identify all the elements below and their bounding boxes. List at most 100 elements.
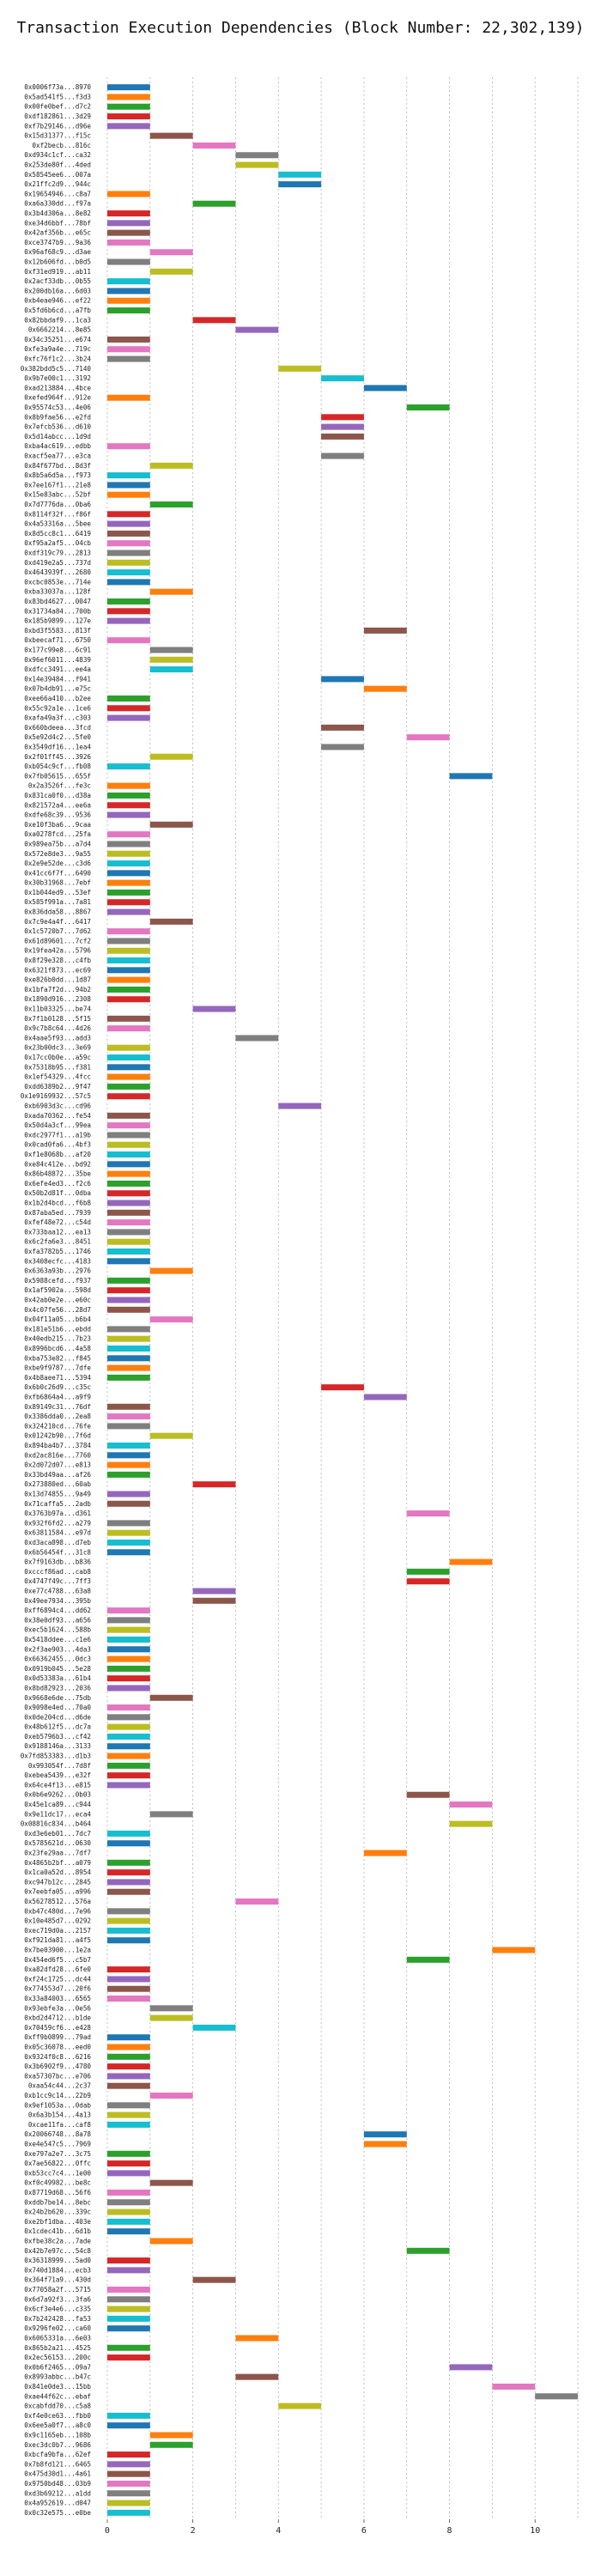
tx-label: 0xd3e6eb01...7dc7 (24, 1830, 91, 1838)
tx-label: 0xa57307bc...e706 (24, 2072, 91, 2080)
task-bar (106, 1753, 150, 1759)
tx-label: 0xb53cc7c4...1e00 (24, 2169, 91, 2177)
task-bar (106, 1073, 150, 1080)
tx-label: 0x71caffa5...2adb (24, 1500, 91, 1508)
task-bar (106, 1996, 150, 2002)
tx-label: 0x9ef1053a...0dab (24, 2101, 91, 2109)
task-bar (106, 1161, 150, 1168)
tx-label: 0xec3dc0b7...9686 (24, 2441, 91, 2449)
tx-label: 0x33bd49aa...af26 (24, 1471, 91, 1479)
task-bar (278, 1103, 322, 1109)
tx-label: 0x585f991a...7a81 (24, 898, 91, 906)
tx-label: 0x86b48872...35be (24, 1170, 91, 1178)
tx-label: 0x70459cf6...e428 (24, 2024, 91, 2032)
tx-label: 0x9324f0c8...6216 (24, 2053, 91, 2061)
task-bar (192, 1005, 236, 1012)
task-bar (106, 947, 150, 954)
task-bar (106, 2160, 150, 2167)
task-bar (106, 1297, 150, 1303)
tx-label: 0xf7b29146...d96e (24, 122, 91, 130)
task-bar (106, 957, 150, 964)
tx-label: 0x1af5902a...598d (24, 1286, 91, 1294)
task-bar (449, 1558, 493, 1565)
tx-label: 0x23b00dc3...3e69 (24, 1044, 91, 1052)
tx-label: 0xff6894c4...dd62 (24, 1607, 91, 1614)
task-bar (149, 1811, 193, 1818)
task-bar (106, 1287, 150, 1294)
task-bar (363, 1394, 407, 1400)
tx-label: 0x01242b90...7f6d (24, 1432, 91, 1440)
task-bar (106, 2315, 150, 2322)
tx-label: 0x7c9e4a4f...6417 (24, 918, 91, 926)
task-bar (106, 579, 150, 586)
task-bar (106, 1132, 150, 1139)
tx-label: 0x63811584...e97d (24, 1529, 91, 1537)
tx-label: 0x177c99e8...6c91 (24, 646, 91, 653)
task-bar (106, 908, 150, 915)
tx-label: 0x2e9e52de...c3d6 (24, 860, 91, 867)
task-bar (106, 2461, 150, 2468)
task-bar (106, 802, 150, 809)
tx-label: 0x83bd4627...0047 (24, 598, 91, 605)
task-bar (106, 1190, 150, 1197)
task-bar (106, 899, 150, 906)
task-bar (106, 1646, 150, 1653)
tx-label: 0x15d31377...f15c (24, 132, 91, 140)
task-bar (106, 1374, 150, 1381)
task-bar (106, 569, 150, 576)
tx-label: 0x00fe0bef...d7c2 (24, 103, 91, 111)
grid-layer (106, 77, 579, 2519)
tx-label: 0x6ee5a0f7...a8c0 (24, 2421, 91, 2429)
task-bar (149, 656, 193, 663)
task-bar (149, 132, 193, 139)
tx-label: 0x7b242428...fa53 (24, 2315, 91, 2323)
tx-label: 0xb6903d3c...cd96 (24, 1103, 91, 1110)
tx-label: 0x19fea42a...5796 (24, 947, 91, 955)
task-bar (321, 724, 364, 731)
task-bar (106, 782, 150, 789)
task-bar (106, 2053, 150, 2060)
tx-label: 0x19654946...c8a7 (24, 190, 91, 197)
task-bar (106, 967, 150, 974)
task-bar (106, 1112, 150, 1119)
tx-label: 0x831ca0f0...d38a (24, 792, 91, 799)
task-bar (106, 2354, 150, 2361)
task-bar (192, 317, 236, 324)
tx-label: 0x45e1ca89...c944 (24, 1801, 91, 1808)
tx-label: 0xada70362...fe54 (24, 1112, 91, 1120)
tx-label: 0x4747f49c...7ff3 (24, 1577, 91, 1585)
x-tick-label: 4 (276, 2526, 281, 2536)
task-bar (106, 336, 150, 343)
task-bar (235, 2335, 279, 2342)
tx-label: 0x5e92d4c2...5fe0 (24, 733, 91, 741)
task-bar (106, 1219, 150, 1226)
tx-label: 0xdf182861...3d29 (24, 112, 91, 120)
tx-label: 0x87719d68...56f6 (24, 2189, 91, 2196)
tx-label: 0xf95a2af5...04cb (24, 539, 91, 547)
tx-label: 0x1bfa7f2d...94b2 (24, 986, 91, 993)
tx-label: 0x454ed6f5...c5b7 (24, 1956, 91, 1964)
task-bar (106, 1733, 150, 1740)
task-bar (278, 365, 322, 372)
task-bar (106, 1083, 150, 1090)
tx-label: 0x2f01ff45...3926 (24, 753, 91, 761)
x-tick-label: 8 (447, 2526, 452, 2536)
tx-label: 0xad213884...4bce (24, 384, 91, 392)
tx-label: 0xbcfa9bfa...62ef (24, 2451, 91, 2458)
tx-label: 0x0c32e575...e0be (24, 2509, 91, 2517)
task-bar (106, 1170, 150, 1177)
task-bar (106, 1859, 150, 1866)
tx-label: 0x89149c31...76df (24, 1403, 91, 1411)
task-bar (106, 2034, 150, 2041)
tx-label: 0x34c35251...e674 (24, 336, 91, 343)
task-bar (278, 181, 322, 188)
task-bar (406, 1791, 450, 1798)
tx-label: 0x1e9169932...57c5 (21, 1092, 91, 1100)
tx-label: 0x8996bcd6...4a58 (24, 1345, 91, 1352)
tx-label: 0x10e485d7...0292 (24, 1917, 91, 1925)
task-bar (106, 1452, 150, 1459)
tx-label: 0xec5b1624...588b (24, 1626, 91, 1634)
tx-label: 0x30b31968...7ebf (24, 879, 91, 887)
task-bar (106, 2296, 150, 2303)
tx-label: 0xd2ac816e...7760 (24, 1451, 91, 1459)
